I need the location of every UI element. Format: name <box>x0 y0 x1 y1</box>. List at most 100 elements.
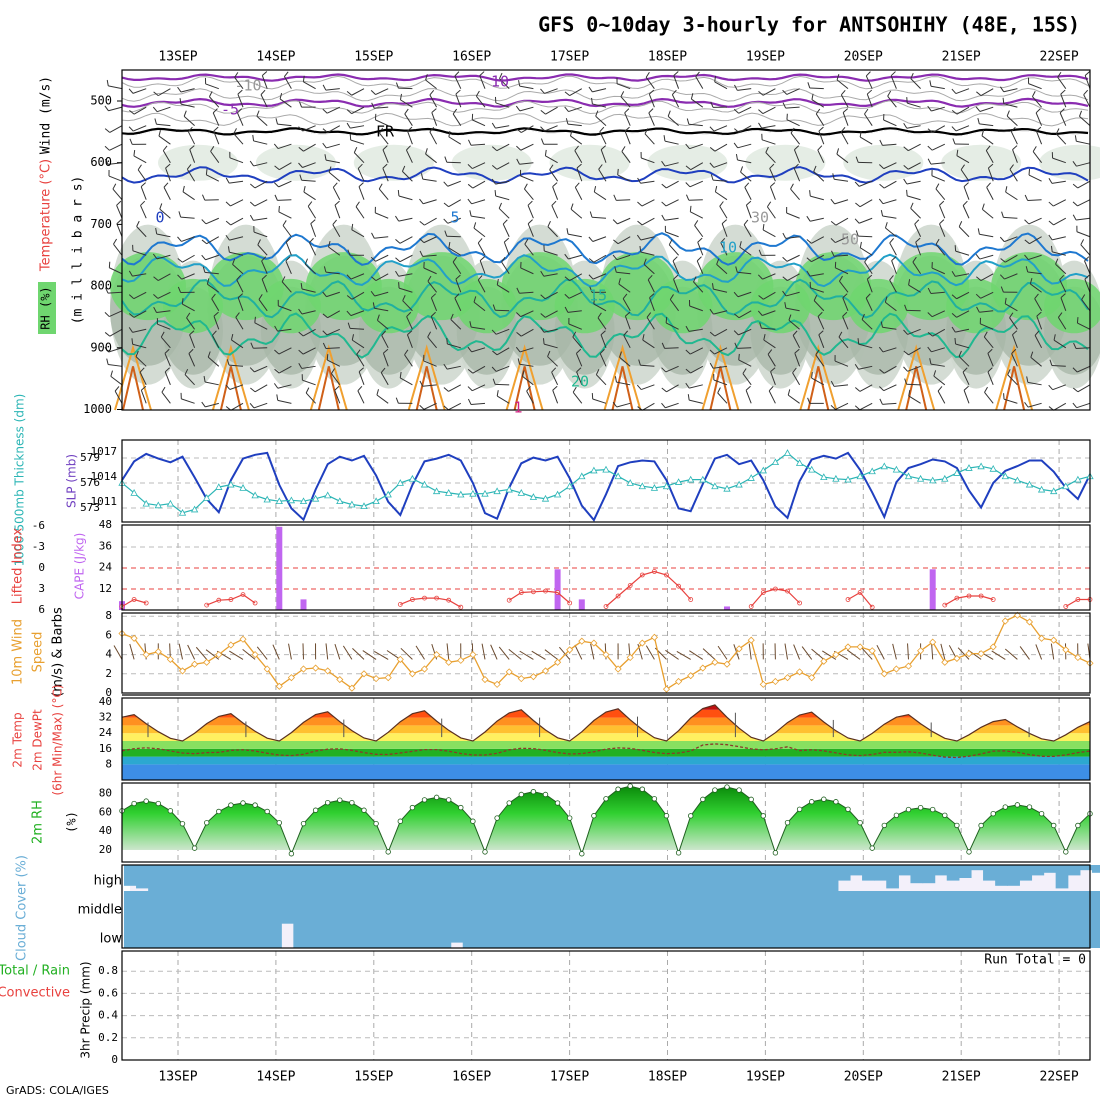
wind-barb <box>618 283 631 293</box>
wind-barb-flag <box>910 72 914 79</box>
wind-barb-flag <box>516 158 520 165</box>
wind-barb-flag <box>274 165 280 171</box>
wind-barb <box>326 106 341 114</box>
cloud-bar <box>825 865 839 891</box>
wind-barb <box>762 273 776 280</box>
wind-barb <box>641 157 655 164</box>
wind-barb-flag <box>866 274 873 280</box>
wind-barb-flag <box>153 293 159 299</box>
pressure-tick: 600 <box>90 155 112 169</box>
rh-point <box>796 806 803 812</box>
cloud-bar <box>499 921 512 948</box>
wind-barb-flag <box>951 110 958 115</box>
wind-barb-flag <box>358 182 364 188</box>
thickness-point <box>904 472 913 480</box>
thickness-point <box>614 472 622 480</box>
wind-barb-flag <box>818 126 824 132</box>
cape-bar <box>300 599 307 610</box>
contour-label: 10 <box>491 73 509 91</box>
wind-barb <box>211 298 220 312</box>
thickness-point <box>687 475 695 483</box>
cloud-bar <box>172 865 186 891</box>
rh-point <box>567 815 573 821</box>
wind-barb <box>472 162 486 170</box>
date-tick-bottom: 22SEP <box>1040 1070 1079 1085</box>
wind-barb-flag <box>395 257 401 263</box>
wind-barb <box>189 149 196 163</box>
wind-barb <box>110 375 123 386</box>
cloud-bar <box>184 921 198 948</box>
wind-barb-flag <box>1048 220 1054 226</box>
wind-barb-flag <box>189 330 195 336</box>
wind-barb <box>786 119 800 127</box>
wind-barb <box>1009 169 1018 182</box>
wind-barb <box>301 365 316 369</box>
wind-barb <box>404 354 413 367</box>
wind-barb <box>326 143 340 149</box>
wind-barb-flag <box>279 92 283 100</box>
wind-barb-flag <box>1072 402 1078 408</box>
wind-barb <box>188 353 196 367</box>
wind-barb-flag <box>690 93 694 100</box>
wind-barb <box>139 371 147 386</box>
wind-barb-flag <box>128 126 134 132</box>
wind-barb-flag <box>1036 126 1042 132</box>
cloud-bar <box>934 891 948 921</box>
wind-barb <box>479 75 486 89</box>
cloud-bar <box>402 865 415 891</box>
wind-barb <box>308 242 317 256</box>
cloud-bar <box>837 865 851 881</box>
wind-barb <box>664 347 679 349</box>
wind-barb <box>575 353 583 367</box>
wind-barb-flag <box>491 146 498 152</box>
wind-barb-flag <box>854 218 860 224</box>
cloud-bar <box>983 865 996 881</box>
cloud-bar <box>680 921 694 948</box>
wind-barb-flag <box>201 219 207 225</box>
wind-barb <box>156 233 171 238</box>
wind-speed-point <box>687 672 695 680</box>
wind-barb-flag <box>1006 110 1010 117</box>
wind-speed-point <box>590 639 598 647</box>
wind-barb <box>813 300 825 312</box>
temp-contour-warm <box>505 344 544 411</box>
surface-wind-barb <box>187 644 196 660</box>
wind-barb-flag <box>1072 367 1078 373</box>
wind-barb-flag <box>275 118 278 125</box>
wind-barb-flag <box>903 146 909 152</box>
wind-barb <box>332 187 341 200</box>
wind-barb <box>349 327 365 330</box>
pressure-tick: 500 <box>90 94 112 108</box>
wind-barb-flag <box>257 239 261 246</box>
temp-band <box>122 764 1090 780</box>
wind-speed-point <box>517 675 525 683</box>
cloud-bar <box>160 891 173 921</box>
wind-barb-flag <box>225 220 232 226</box>
wind-barb <box>641 217 655 226</box>
wind-barb-flag <box>307 201 313 207</box>
cloud-bar <box>620 891 633 921</box>
wind-barb-flag <box>734 84 738 91</box>
wind-barb-flag <box>177 86 182 93</box>
wind-barb <box>375 88 389 95</box>
wind-barb <box>570 208 583 219</box>
wind-barb <box>1084 260 1091 274</box>
wind-barb-flag <box>865 293 871 299</box>
wind-barb <box>624 315 631 330</box>
wind-barb <box>163 187 171 200</box>
wind-barb-flag <box>927 287 932 294</box>
cloud-bar <box>1043 865 1057 873</box>
cloud-bar <box>232 921 246 948</box>
wind-barb <box>254 322 268 330</box>
wind-barb-flag <box>357 163 363 169</box>
cloud-bar <box>1067 865 1081 876</box>
wind-barb <box>471 215 486 219</box>
wind-barb-flag <box>298 147 304 152</box>
wind-barb <box>891 260 897 274</box>
wind-barb <box>327 359 341 367</box>
wind-barb <box>213 130 220 145</box>
wind-barb <box>737 143 752 149</box>
li-segment <box>400 597 462 608</box>
wind-barb <box>181 236 195 242</box>
cloud-bar <box>523 865 536 891</box>
